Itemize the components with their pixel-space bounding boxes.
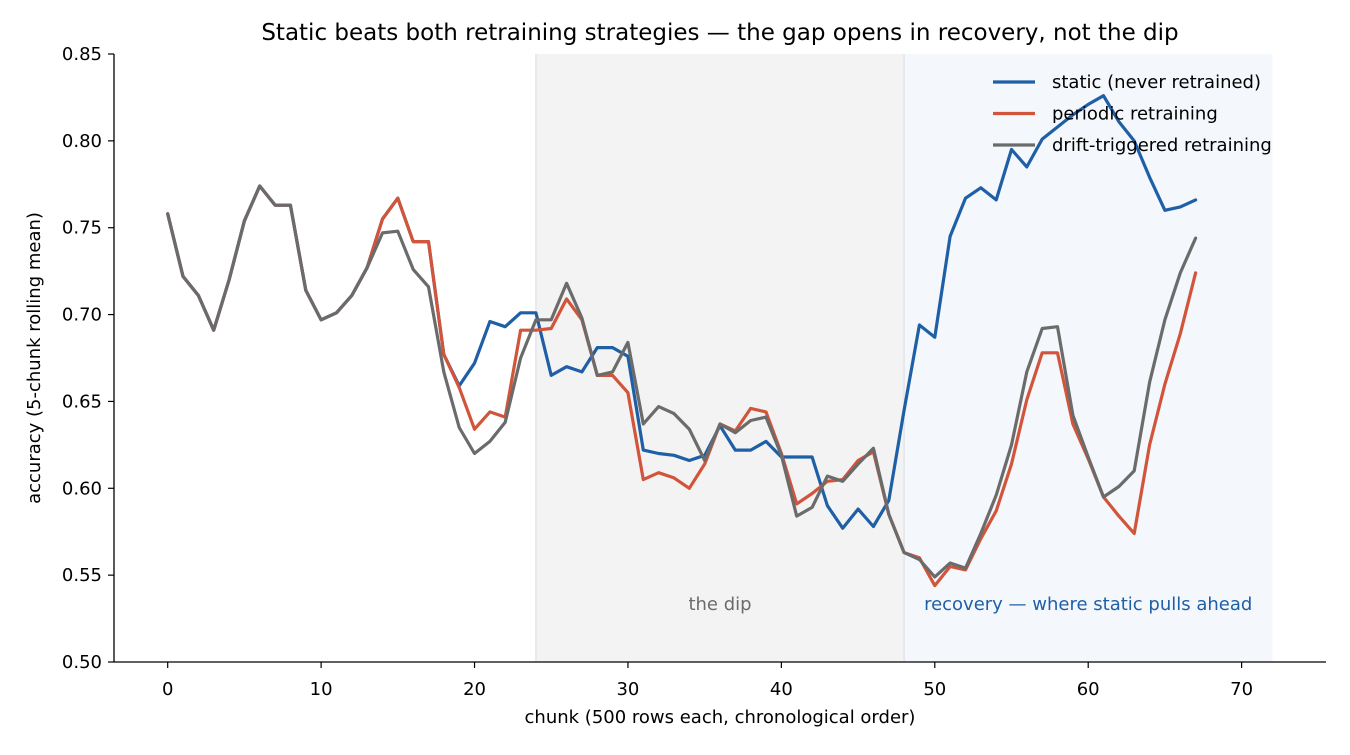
series-line-2 xyxy=(166,184,1198,579)
x-tick-label: 50 xyxy=(923,679,946,700)
legend: static (never retrained) periodic retrain… xyxy=(993,72,1272,156)
x-tick-label: 70 xyxy=(1230,679,1253,700)
region-shade-0 xyxy=(535,54,905,662)
y-tick-label: 0.65 xyxy=(62,391,102,412)
region-label-1: recovery — where static pulls ahead xyxy=(924,594,1252,615)
y-axis-label: accuracy (5-chunk rolling mean) xyxy=(24,212,45,504)
x-axis-label: chunk (500 rows each, chronological orde… xyxy=(525,707,916,728)
region-shading-layer xyxy=(535,54,1273,662)
axes-layer: 0 10 20 30 40 50 60 70 0.50 0.55 0.60 0.65 0.70 0.75 0… xyxy=(62,44,1326,700)
x-tick-label: 60 xyxy=(1077,679,1100,700)
x-tick-label: 10 xyxy=(310,679,333,700)
legend-label-2: drift-triggered retraining xyxy=(1052,135,1272,156)
y-tick-label: 0.80 xyxy=(62,131,102,152)
y-tick-label: 0.70 xyxy=(62,305,102,326)
y-tick-label: 0.55 xyxy=(62,565,102,586)
legend-label-1: periodic retraining xyxy=(1052,104,1218,125)
series-lines-layer xyxy=(166,94,1198,588)
y-tick-label: 0.50 xyxy=(62,652,102,673)
x-tick-label: 20 xyxy=(463,679,486,700)
chart-title: Static beats both retraining strategies … xyxy=(261,20,1178,46)
region-shade-1 xyxy=(904,54,1273,662)
x-tick-label: 0 xyxy=(162,679,173,700)
region-labels-layer: the dip recovery — where static pulls ahe… xyxy=(688,594,1252,615)
region-label-0: the dip xyxy=(688,594,751,615)
y-tick-label: 0.75 xyxy=(62,218,102,239)
legend-label-0: static (never retrained) xyxy=(1052,72,1261,93)
y-tick-label: 0.85 xyxy=(62,44,102,65)
x-tick-label: 40 xyxy=(770,679,793,700)
x-tick-label: 30 xyxy=(616,679,639,700)
y-tick-label: 0.60 xyxy=(62,478,102,499)
